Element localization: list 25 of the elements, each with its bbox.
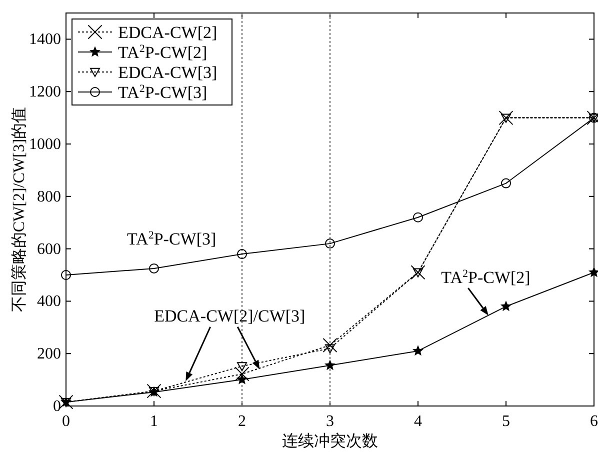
annotation: TA$^{2}$P-CW[2] — [441, 268, 530, 288]
y-tick-label: 200 — [37, 346, 61, 363]
y-tick-label: 600 — [37, 240, 61, 258]
annotation: EDCA-CW[2]/CW[3] — [154, 306, 306, 326]
x-tick-label: 4 — [414, 413, 422, 430]
x-tick-label: 1 — [150, 413, 158, 430]
x-tick-label: 5 — [502, 413, 510, 430]
y-tick-label: 0 — [53, 398, 61, 415]
y-tick-label: 400 — [37, 293, 61, 310]
legend-label: TA$^{2}$P-CW[3] — [118, 83, 208, 102]
annotation: EDCA-CW[2]/CW[3] — [154, 306, 306, 382]
x-tick-label: 2 — [238, 413, 246, 430]
annotation: TA$^{2}$P-CW[3] — [127, 229, 216, 248]
y-tick-label: 800 — [37, 188, 61, 206]
y-axis-title: 不同策略的CW[2]/CW[3]的值 — [10, 106, 28, 312]
annotation: TA$^{2}$P-CW[2] — [441, 268, 530, 316]
legend-label: EDCA-CW[3] — [118, 63, 218, 82]
y-tick-label: 1000 — [29, 136, 61, 153]
y-tick-label: 1400 — [29, 31, 61, 48]
x-axis-title: 连续冲突次数 — [282, 432, 378, 450]
legend-label: TA$^{2}$P-CW[2] — [118, 43, 208, 62]
y-tick-label: 1200 — [29, 84, 61, 101]
x-tick-label: 6 — [590, 413, 598, 430]
x-tick-label: 3 — [326, 413, 334, 430]
legend-label: EDCA-CW[2] — [118, 23, 218, 42]
